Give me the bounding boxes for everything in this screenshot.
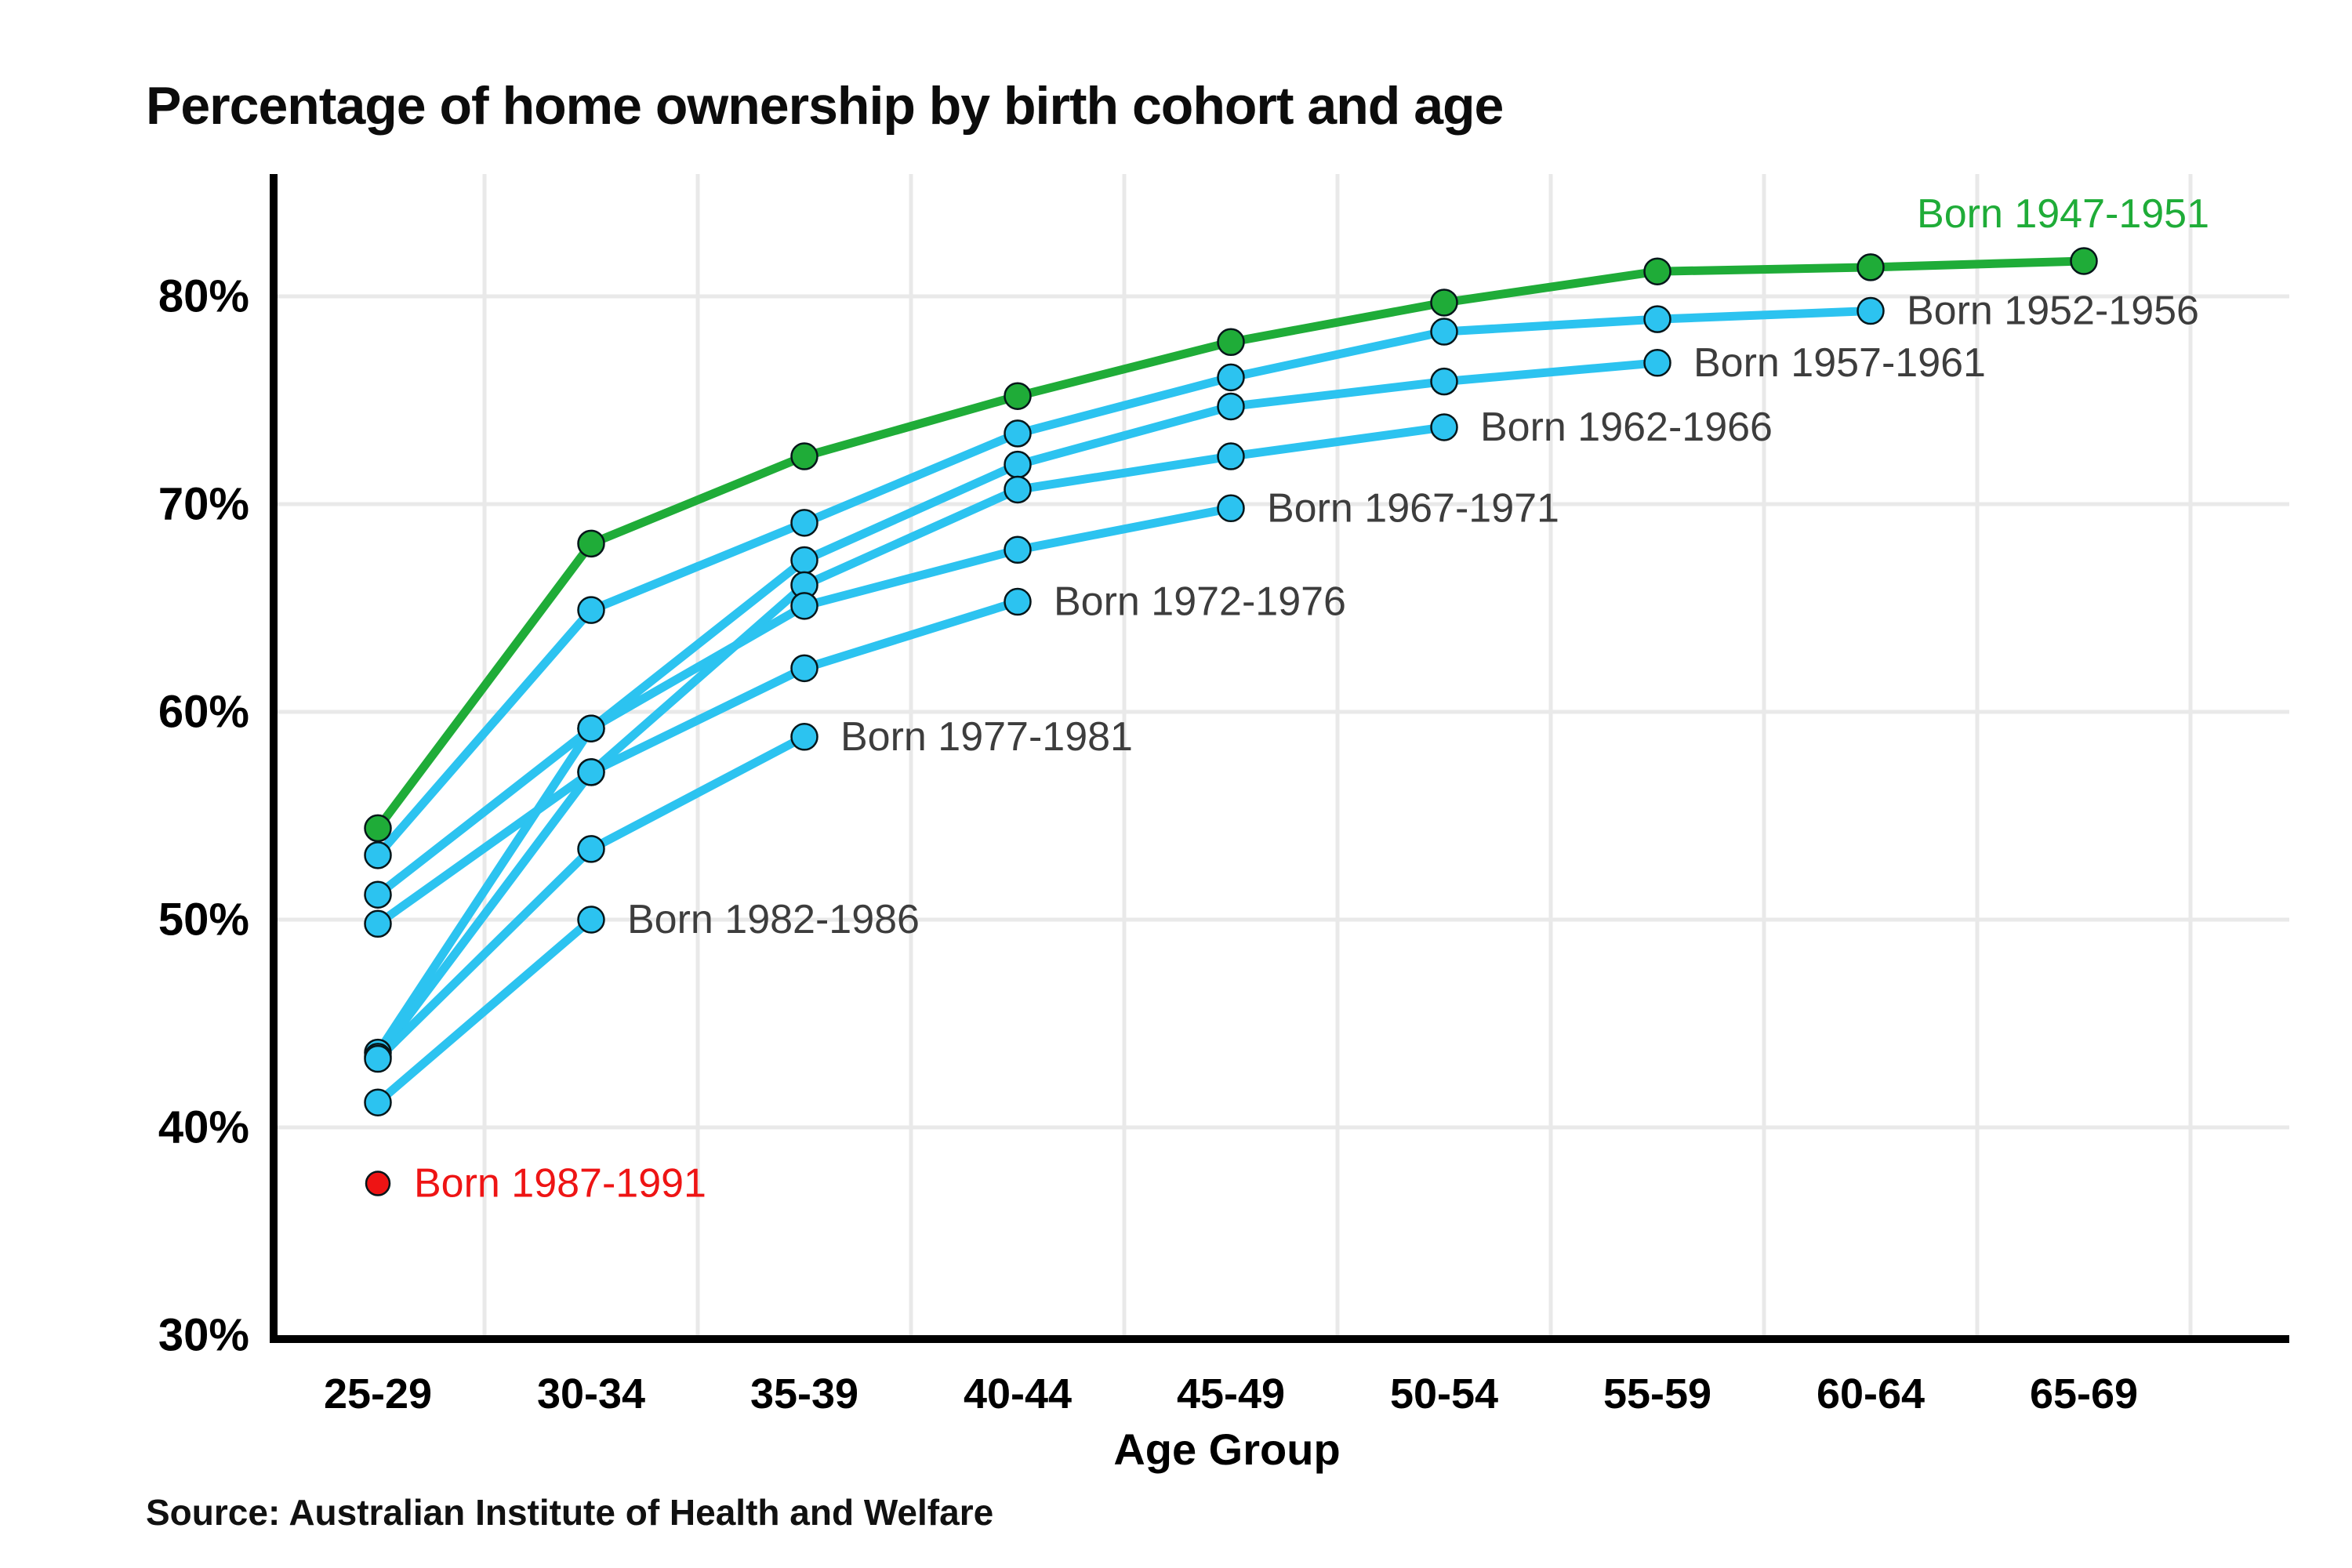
x-axis-title: Age Group <box>1113 1425 1340 1474</box>
data-point-born-1962-1966 <box>364 909 392 938</box>
data-point-born-1947-1951 <box>790 442 818 470</box>
x-axis-tick-label: 40-44 <box>964 1370 1072 1417</box>
data-point-born-1972-1976 <box>577 758 605 786</box>
source-note: Source: Australian Institute of Health a… <box>146 1492 994 1533</box>
x-axis-tick-label: 45-49 <box>1177 1370 1285 1417</box>
data-point-born-1952-1956 <box>1857 296 1885 325</box>
data-point-born-1957-1961 <box>790 546 818 575</box>
x-axis-tick-label: 60-64 <box>1817 1370 1925 1417</box>
y-axis-tick-label: 60% <box>158 687 249 738</box>
data-point-born-1947-1951 <box>1217 328 1245 357</box>
data-point-born-1952-1956 <box>364 841 392 869</box>
x-axis-tick-label: 35-39 <box>750 1370 858 1417</box>
y-axis-tick-label: 50% <box>158 895 249 946</box>
series-label-born-1987-1991: Born 1987-1991 <box>414 1161 706 1207</box>
data-point-born-1952-1956 <box>790 509 818 537</box>
data-point-born-1982-1986 <box>577 906 605 934</box>
y-axis-tick-label: 70% <box>158 479 249 530</box>
data-point-born-1947-1951 <box>2070 247 2098 275</box>
x-axis-tick-label: 55-59 <box>1603 1370 1711 1417</box>
data-point-born-1947-1951 <box>364 814 392 843</box>
data-point-born-1977-1981 <box>790 723 818 751</box>
data-point-born-1947-1951 <box>1430 289 1458 317</box>
data-point-born-1947-1951 <box>1004 382 1032 410</box>
data-point-born-1957-1961 <box>1004 450 1032 479</box>
data-point-born-1972-1976 <box>790 654 818 683</box>
data-point-born-1947-1951 <box>577 529 605 558</box>
data-point-born-1987-1991 <box>365 1171 391 1196</box>
series-line-born-1972-1976 <box>373 597 1022 1062</box>
data-point-born-1967-1971 <box>577 714 605 742</box>
series-label-born-1982-1986: Born 1982-1986 <box>627 897 920 942</box>
chart-title: Percentage of home ownership by birth co… <box>146 76 1504 136</box>
data-point-born-1967-1971 <box>1004 535 1032 564</box>
series-label-born-1967-1971: Born 1967-1971 <box>1267 485 1559 531</box>
y-axis-tick-label: 80% <box>158 271 249 322</box>
data-point-born-1947-1951 <box>1857 253 1885 281</box>
data-point-born-1962-1966 <box>1004 475 1032 504</box>
series-label-born-1947-1951: Born 1947-1951 <box>1917 191 2209 237</box>
data-point-born-1957-1961 <box>364 880 392 909</box>
data-point-born-1962-1966 <box>1217 442 1245 470</box>
series-label-born-1972-1976: Born 1972-1976 <box>1054 579 1346 625</box>
data-point-born-1952-1956 <box>1004 419 1032 448</box>
data-point-born-1972-1976 <box>1004 587 1032 616</box>
x-axis-tick-label: 65-69 <box>2030 1370 2138 1417</box>
y-axis-tick-label: 30% <box>158 1310 249 1361</box>
data-point-born-1952-1956 <box>577 596 605 624</box>
series-label-born-1977-1981: Born 1977-1981 <box>840 714 1133 760</box>
data-point-born-1967-1971 <box>1217 494 1245 523</box>
series-label-born-1952-1956: Born 1952-1956 <box>1907 289 2199 334</box>
data-point-born-1957-1961 <box>1643 349 1671 377</box>
data-point-born-1957-1961 <box>1430 367 1458 396</box>
x-axis-tick-label: 50-54 <box>1390 1370 1498 1417</box>
series-line-born-1982-1986 <box>373 915 596 1107</box>
x-axis-tick-label: 25-29 <box>324 1370 432 1417</box>
series-label-born-1962-1966: Born 1962-1966 <box>1480 405 1773 450</box>
data-point-born-1962-1966 <box>1430 413 1458 441</box>
y-axis-tick-label: 40% <box>158 1102 249 1153</box>
data-point-born-1952-1956 <box>1430 318 1458 346</box>
data-point-born-1952-1956 <box>1643 305 1671 333</box>
data-point-born-1957-1961 <box>1217 392 1245 421</box>
data-point-born-1977-1981 <box>577 835 605 863</box>
data-point-born-1977-1981 <box>364 1044 392 1073</box>
data-point-born-1947-1951 <box>1643 257 1671 285</box>
series-line-born-1962-1966 <box>373 423 1449 928</box>
series-label-born-1957-1961: Born 1957-1961 <box>1693 340 1986 386</box>
series-line-born-1952-1956 <box>373 307 1875 860</box>
x-axis-tick-label: 30-34 <box>537 1370 645 1417</box>
data-point-born-1952-1956 <box>1217 363 1245 392</box>
data-point-born-1982-1986 <box>364 1088 392 1116</box>
data-point-born-1967-1971 <box>790 592 818 620</box>
